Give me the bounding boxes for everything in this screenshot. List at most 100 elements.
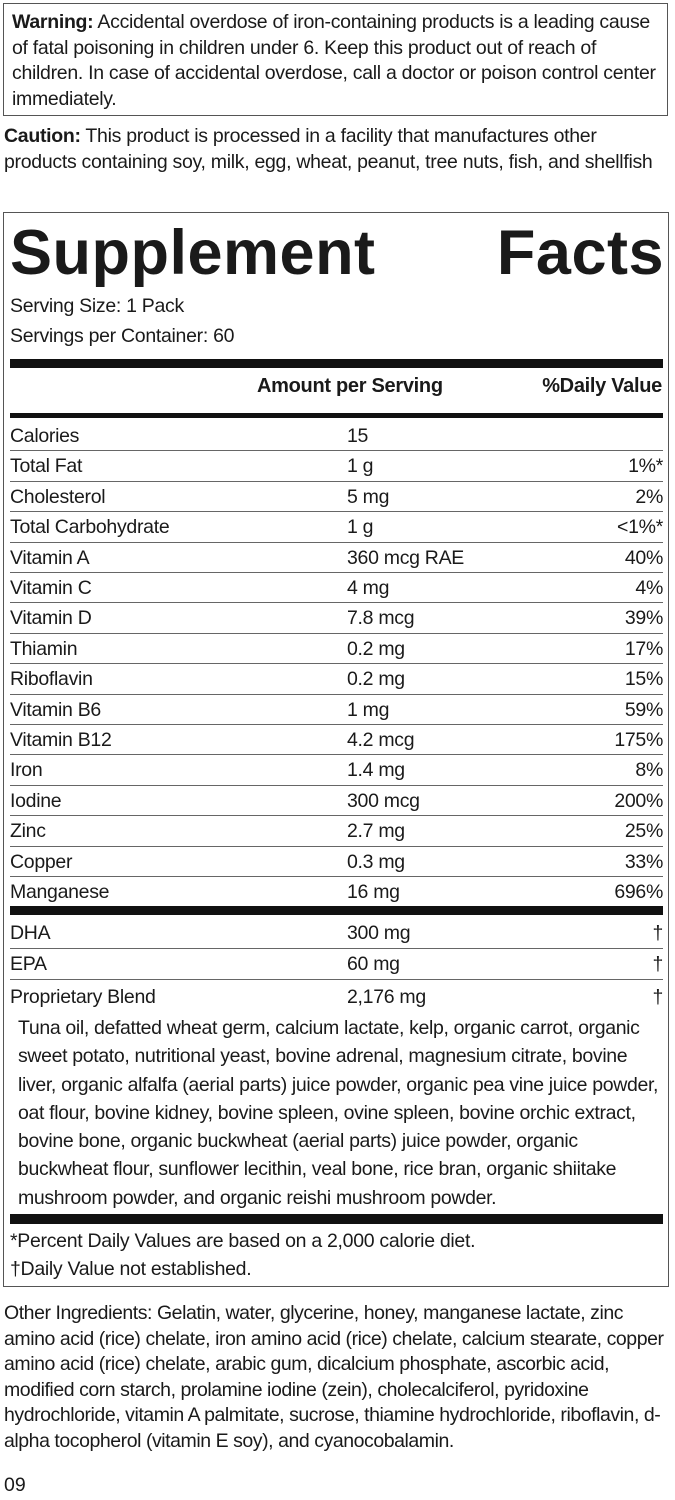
footnote-dagger: †Daily Value not established. (10, 1258, 252, 1280)
nutrient-daily-value: 696% (614, 881, 663, 903)
nutrient-name: Zinc (10, 820, 46, 843)
nutrient-daily-value: 1%* (628, 455, 663, 478)
nutrient-row: Total Carbohydrate 1 g <1%* (10, 512, 663, 542)
row-divider (10, 541, 663, 543)
product-code: 09 (4, 1474, 26, 1496)
nutrient-daily-value: 59% (624, 698, 663, 721)
nutrient-amount: 0.2 mg (347, 637, 405, 660)
nutrient-daily-value: 8% (635, 759, 663, 782)
nutrient-daily-value: <1%* (617, 516, 663, 539)
thick-divider-bottom (10, 1214, 663, 1224)
nutrient-name: Vitamin D (10, 607, 92, 630)
nutrient-row: Manganese 16 mg 696% (10, 877, 663, 907)
supplement-facts-panel: Supplement Facts Serving Size: 1 Pack Se… (3, 212, 669, 1287)
nutrient-daily-value: 2% (635, 485, 663, 508)
row-divider (10, 784, 663, 786)
nutrient-row: Vitamin C 4 mg 4% (10, 573, 663, 603)
row-divider (10, 663, 663, 665)
nutrient-name: Total Carbohydrate (10, 516, 170, 539)
row-divider (10, 480, 663, 482)
nutrient-name: EPA (10, 953, 47, 975)
nutrient-name: Vitamin C (10, 577, 92, 599)
servings-per-container: Servings per Container: 60 (10, 325, 235, 347)
nutrient-name: Thiamin (10, 637, 78, 660)
row-divider (10, 876, 663, 877)
nutrient-amount: 1 g (347, 455, 374, 478)
nutrient-name: Cholesterol (10, 485, 106, 508)
nutrient-daily-value: † (652, 953, 663, 975)
nutrient-daily-value: 4% (635, 577, 663, 599)
thick-divider-mid (10, 906, 663, 915)
row-divider (10, 632, 663, 634)
nutrient-row: Vitamin D 7.8 mcg 39% (10, 603, 663, 633)
nutrient-amount: 2.7 mg (347, 820, 405, 843)
nutrient-amount: 300 mg (347, 922, 411, 944)
nutrient-amount: 4 mg (347, 577, 390, 599)
nutrient-row: Thiamin 0.2 mg 17% (10, 634, 663, 664)
nutrient-daily-value: 17% (624, 637, 663, 660)
nutrient-daily-value: 39% (624, 607, 663, 630)
nutrient-name: DHA (10, 922, 51, 944)
warning-box: Warning: Accidental overdose of iron-con… (3, 3, 668, 116)
row-divider (10, 979, 663, 980)
row-divider (10, 572, 663, 573)
nutrient-row: Iodine 300 mcg 200% (10, 786, 663, 816)
row-divider (10, 450, 663, 452)
caution-text: This product is processed in a facility … (4, 125, 653, 173)
nutrient-name: Vitamin A (10, 546, 90, 569)
nutrient-daily-value: 33% (624, 850, 663, 873)
nutrient-amount: 300 mcg (347, 789, 420, 812)
nutrient-daily-value: † (652, 986, 663, 1008)
nutrient-row: Cholesterol 5 mg 2% (10, 482, 663, 512)
daily-value-column-header: %Daily Value (542, 375, 662, 397)
nutrient-amount: 1 g (347, 516, 374, 539)
nutrient-row: Vitamin B12 4.2 mcg 175% (10, 725, 663, 755)
nutrient-amount: 2,176 mg (347, 986, 426, 1008)
nutrient-daily-value: † (652, 922, 663, 944)
nutrient-amount: 15 (347, 425, 369, 447)
nutrient-name: Iodine (10, 789, 62, 812)
nutrient-row: Calories 15 (10, 421, 663, 451)
nutrient-row: Proprietary Blend 2,176 mg † (10, 982, 663, 1012)
facts-title-word1: Supplement (10, 218, 376, 288)
row-divider (10, 602, 663, 604)
nutrient-daily-value: 175% (614, 729, 663, 751)
nutrient-row: Zinc 2.7 mg 25% (10, 816, 663, 846)
nutrient-row: Riboflavin 0.2 mg 15% (10, 664, 663, 694)
amount-column-header: Amount per Serving (257, 375, 443, 397)
serving-size: Serving Size: 1 Pack (10, 295, 184, 317)
thick-divider (10, 359, 663, 368)
nutrient-name: Total Fat (10, 455, 83, 478)
nutrient-daily-value: 40% (624, 546, 663, 569)
nutrient-name: Manganese (10, 881, 110, 903)
nutrient-row: Vitamin A 360 mcg RAE 40% (10, 543, 663, 573)
nutrient-row: Copper 0.3 mg 33% (10, 847, 663, 877)
nutrient-name: Copper (10, 850, 73, 873)
nutrient-amount: 1.4 mg (347, 759, 405, 782)
other-ingredients: Other Ingredients: Gelatin, water, glyce… (4, 1302, 664, 1452)
medium-divider (10, 413, 663, 418)
row-divider (10, 511, 663, 513)
nutrient-amount: 16 mg (347, 881, 400, 903)
row-divider (10, 845, 663, 847)
nutrient-daily-value: 200% (614, 789, 663, 812)
nutrient-row: Vitamin B6 1 mg 59% (10, 695, 663, 725)
nutrient-row: Total Fat 1 g 1%* (10, 451, 663, 481)
row-divider (10, 693, 663, 695)
nutrient-amount: 7.8 mcg (347, 607, 415, 630)
nutrient-name: Riboflavin (10, 668, 93, 691)
nutrient-amount: 5 mg (347, 485, 390, 508)
nutrient-row: EPA 60 mg † (10, 949, 663, 979)
facts-title-word2: Facts (496, 218, 664, 288)
nutrient-row: Iron 1.4 mg 8% (10, 755, 663, 785)
nutrient-name: Calories (10, 425, 80, 447)
caution-statement: Caution: This product is processed in a … (4, 124, 666, 175)
footnote-percent-dv: *Percent Daily Values are based on a 2,0… (10, 1230, 476, 1252)
row-divider (10, 815, 663, 817)
row-divider (10, 948, 663, 949)
nutrient-daily-value: 15% (624, 668, 663, 691)
nutrient-amount: 1 mg (347, 698, 390, 721)
warning-text: Accidental overdose of iron-containing p… (12, 11, 656, 110)
proprietary-blend-ingredients: Tuna oil, defatted wheat germ, calcium l… (18, 1017, 659, 1209)
nutrient-daily-value: 25% (624, 820, 663, 843)
